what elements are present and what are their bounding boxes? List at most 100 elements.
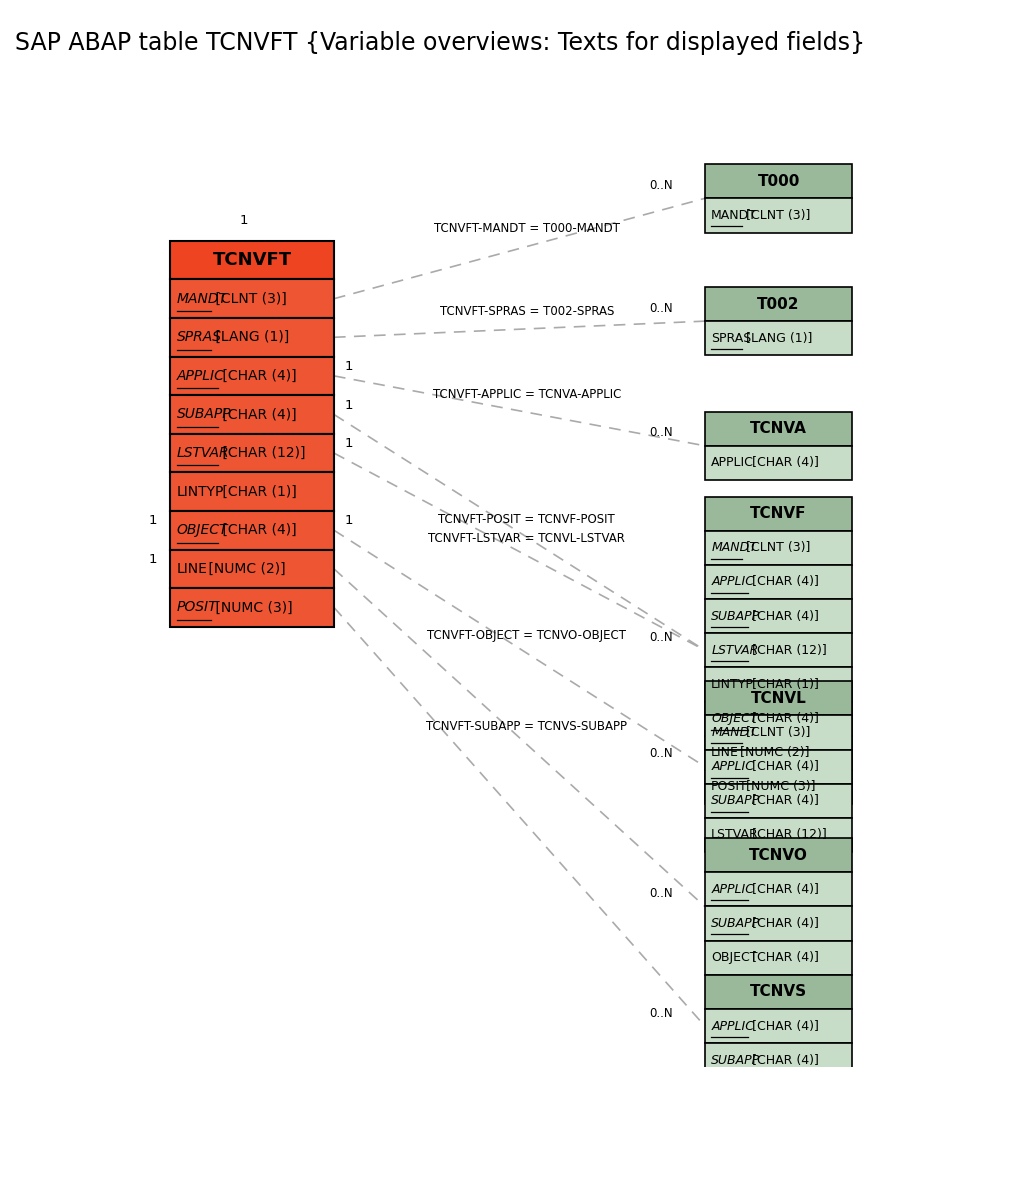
Text: TCNVFT-SPRAS = T002-SPRAS: TCNVFT-SPRAS = T002-SPRAS xyxy=(439,305,614,318)
Text: [CHAR (12)]: [CHAR (12)] xyxy=(748,829,827,842)
Text: APPLIC: APPLIC xyxy=(711,576,754,589)
FancyBboxPatch shape xyxy=(705,1043,852,1077)
Text: SUBAPP: SUBAPP xyxy=(711,794,760,807)
FancyBboxPatch shape xyxy=(171,472,334,511)
Text: [CHAR (4)]: [CHAR (4)] xyxy=(748,457,819,469)
FancyBboxPatch shape xyxy=(705,496,852,531)
FancyBboxPatch shape xyxy=(705,873,852,906)
Text: MANDT: MANDT xyxy=(711,541,757,554)
Text: [CLNT (3)]: [CLNT (3)] xyxy=(742,725,811,739)
FancyBboxPatch shape xyxy=(705,681,852,716)
FancyBboxPatch shape xyxy=(705,668,852,701)
Text: OBJECT: OBJECT xyxy=(177,523,228,537)
Text: LINTYP: LINTYP xyxy=(177,484,224,499)
Text: [CHAR (12)]: [CHAR (12)] xyxy=(748,644,827,657)
FancyBboxPatch shape xyxy=(705,736,852,770)
Text: TCNVL: TCNVL xyxy=(751,691,807,706)
FancyBboxPatch shape xyxy=(171,434,334,472)
Text: [CHAR (4)]: [CHAR (4)] xyxy=(748,576,819,589)
FancyBboxPatch shape xyxy=(705,411,852,446)
Text: 1: 1 xyxy=(149,553,157,566)
Text: LSTVAR: LSTVAR xyxy=(177,446,229,460)
Text: OBJECT: OBJECT xyxy=(711,712,757,725)
Text: [CHAR (1)]: [CHAR (1)] xyxy=(748,677,819,691)
Text: [CHAR (4)]: [CHAR (4)] xyxy=(748,712,819,725)
Text: TCNVFT: TCNVFT xyxy=(213,251,292,269)
Text: POSIT: POSIT xyxy=(711,781,748,794)
Text: TCNVF: TCNVF xyxy=(750,506,807,522)
Text: TCNVO: TCNVO xyxy=(749,848,808,863)
FancyBboxPatch shape xyxy=(705,600,852,633)
FancyBboxPatch shape xyxy=(705,716,852,749)
FancyBboxPatch shape xyxy=(705,770,852,805)
Text: TCNVFT-OBJECT = TCNVO-OBJECT: TCNVFT-OBJECT = TCNVO-OBJECT xyxy=(427,629,627,643)
Text: T000: T000 xyxy=(757,174,800,188)
FancyBboxPatch shape xyxy=(171,279,334,318)
Text: TCNVFT-SUBAPP = TCNVS-SUBAPP: TCNVFT-SUBAPP = TCNVS-SUBAPP xyxy=(426,721,628,734)
FancyBboxPatch shape xyxy=(171,241,334,279)
Text: SUBAPP: SUBAPP xyxy=(177,408,232,422)
FancyBboxPatch shape xyxy=(171,549,334,589)
Text: [CHAR (4)]: [CHAR (4)] xyxy=(748,760,819,773)
Text: [CLNT (3)]: [CLNT (3)] xyxy=(211,291,287,306)
Text: 1: 1 xyxy=(344,360,353,373)
Text: [CLNT (3)]: [CLNT (3)] xyxy=(742,541,811,554)
Text: TCNVA: TCNVA xyxy=(750,421,807,436)
Text: [LANG (1)]: [LANG (1)] xyxy=(211,330,289,344)
Text: [CHAR (4)]: [CHAR (4)] xyxy=(748,1019,819,1032)
Text: 1: 1 xyxy=(344,399,353,411)
Text: LINE: LINE xyxy=(177,562,208,576)
Text: [CHAR (4)]: [CHAR (4)] xyxy=(218,369,296,382)
FancyBboxPatch shape xyxy=(705,198,852,233)
FancyBboxPatch shape xyxy=(705,287,852,321)
Text: APPLIC: APPLIC xyxy=(711,457,754,469)
FancyBboxPatch shape xyxy=(705,1008,852,1043)
FancyBboxPatch shape xyxy=(705,164,852,198)
Text: 1: 1 xyxy=(149,514,157,528)
Text: APPLIC: APPLIC xyxy=(177,369,224,382)
Text: LSTVAR: LSTVAR xyxy=(711,829,759,842)
Text: SPRAS: SPRAS xyxy=(177,330,222,344)
Text: 0..N: 0..N xyxy=(649,747,673,760)
Text: [CHAR (4)]: [CHAR (4)] xyxy=(748,609,819,622)
Text: [CLNT (3)]: [CLNT (3)] xyxy=(742,209,811,222)
Text: [CHAR (4)]: [CHAR (4)] xyxy=(218,523,296,537)
Text: [CHAR (12)]: [CHAR (12)] xyxy=(218,446,306,460)
Text: APPLIC: APPLIC xyxy=(711,1019,754,1032)
Text: [NUMC (3)]: [NUMC (3)] xyxy=(742,781,816,794)
Text: 1: 1 xyxy=(344,438,353,451)
Text: TCNVS: TCNVS xyxy=(750,984,807,1000)
Text: TCNVFT-LSTVAR = TCNVL-LSTVAR: TCNVFT-LSTVAR = TCNVL-LSTVAR xyxy=(428,531,626,544)
Text: LSTVAR: LSTVAR xyxy=(711,644,758,657)
Text: [NUMC (2)]: [NUMC (2)] xyxy=(736,746,810,759)
FancyBboxPatch shape xyxy=(705,749,852,784)
FancyBboxPatch shape xyxy=(705,784,852,818)
Text: TCNVFT-MANDT = T000-MANDT: TCNVFT-MANDT = T000-MANDT xyxy=(434,223,619,235)
Text: SUBAPP: SUBAPP xyxy=(711,917,760,930)
FancyBboxPatch shape xyxy=(705,941,852,975)
Text: [CHAR (4)]: [CHAR (4)] xyxy=(748,951,819,964)
Text: 0..N: 0..N xyxy=(649,302,673,314)
FancyBboxPatch shape xyxy=(705,701,852,736)
FancyBboxPatch shape xyxy=(705,321,852,355)
Text: 0..N: 0..N xyxy=(649,1007,673,1019)
FancyBboxPatch shape xyxy=(171,589,334,627)
Text: 0..N: 0..N xyxy=(649,887,673,900)
Text: TCNVFT-POSIT = TCNVF-POSIT: TCNVFT-POSIT = TCNVF-POSIT xyxy=(438,513,615,526)
Text: SPRAS: SPRAS xyxy=(711,332,751,345)
Text: OBJECT: OBJECT xyxy=(711,951,757,964)
FancyBboxPatch shape xyxy=(705,818,852,852)
FancyBboxPatch shape xyxy=(171,318,334,356)
FancyBboxPatch shape xyxy=(705,531,852,565)
FancyBboxPatch shape xyxy=(705,838,852,873)
FancyBboxPatch shape xyxy=(705,565,852,600)
FancyBboxPatch shape xyxy=(171,511,334,549)
Text: 0..N: 0..N xyxy=(649,427,673,439)
Text: MANDT: MANDT xyxy=(711,209,757,222)
Text: [CHAR (4)]: [CHAR (4)] xyxy=(748,1054,819,1067)
Text: MANDT: MANDT xyxy=(711,725,757,739)
Text: SAP ABAP table TCNVFT {Variable overviews: Texts for displayed fields}: SAP ABAP table TCNVFT {Variable overview… xyxy=(15,31,865,55)
Text: [CHAR (4)]: [CHAR (4)] xyxy=(748,794,819,807)
Text: LINTYP: LINTYP xyxy=(711,677,754,691)
Text: 1: 1 xyxy=(344,514,353,528)
